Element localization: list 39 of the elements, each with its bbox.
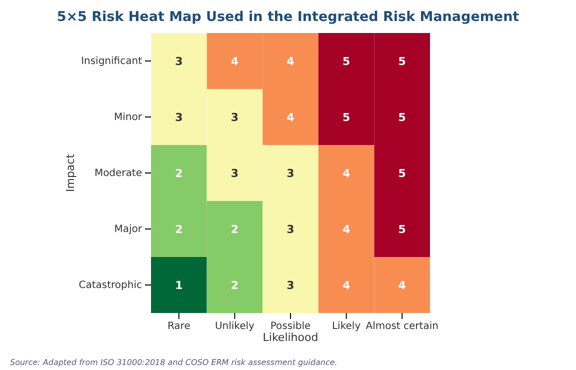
x-tick-label: Possible (270, 321, 311, 332)
data-label: 4 (342, 279, 350, 292)
data-label: 3 (286, 279, 294, 292)
data-label: 3 (286, 223, 294, 236)
y-axis-title: Impact (64, 153, 77, 192)
data-label: 4 (342, 223, 350, 236)
x-axis-title: Likelihood (262, 331, 318, 344)
data-label: 2 (175, 167, 183, 180)
data-label: 3 (230, 111, 239, 124)
x-tick-label: Likely (332, 321, 361, 332)
data-label: 5 (342, 111, 350, 124)
data-label: 5 (342, 55, 350, 68)
data-label: 2 (175, 223, 183, 236)
data-label: 5 (398, 223, 406, 236)
data-label: 3 (230, 167, 239, 180)
data-label: 4 (342, 167, 350, 180)
x-tick-label: Rare (167, 321, 190, 332)
data-label: 3 (286, 167, 294, 180)
y-tick-label: Moderate (94, 168, 142, 180)
data-label: 2 (230, 279, 239, 292)
data-label: 4 (286, 111, 295, 124)
data-label: 1 (175, 279, 183, 292)
data-label: 4 (398, 279, 406, 292)
data-label: 4 (286, 55, 295, 68)
y-tick-label: Insignificant (81, 56, 142, 68)
x-tick-label: Almost certain (366, 321, 438, 332)
data-label: 4 (230, 55, 239, 68)
y-tick-label: Major (114, 224, 143, 236)
x-tick-label: Unlikely (214, 321, 255, 332)
data-label: 5 (398, 167, 406, 180)
y-tick-label: Minor (114, 112, 143, 124)
data-label: 5 (398, 55, 406, 68)
data-label: 3 (175, 55, 183, 68)
source-note: Source: Adapted from ISO 31000:2018 and COSO ERM risk assessment guidance. (10, 358, 338, 367)
data-label: 3 (175, 111, 183, 124)
chart-title: 5×5 Risk Heat Map Used in the Integrated Risk Management (56, 9, 520, 25)
data-label: 2 (230, 223, 239, 236)
data-label: 5 (398, 111, 406, 124)
y-tick-label: Catastrophic (78, 280, 142, 292)
